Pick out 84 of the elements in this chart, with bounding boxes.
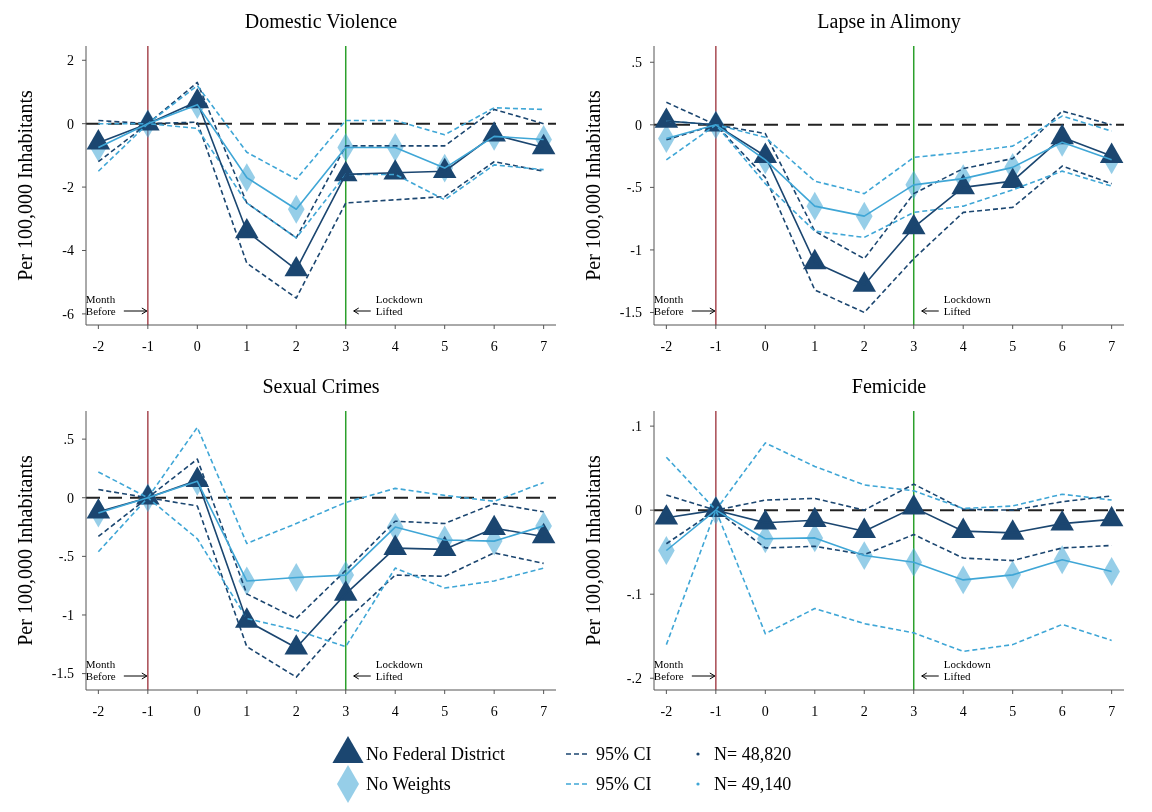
legend-label: No Weights <box>366 774 451 795</box>
x-tick-label: 3 <box>342 704 350 719</box>
point <box>333 580 358 601</box>
y-tick-label: .1 <box>631 419 642 435</box>
x-tick-label: 4 <box>391 339 399 354</box>
x-tick-label: 0 <box>761 339 769 354</box>
point <box>284 634 309 655</box>
y-tick-label: .5 <box>631 55 642 71</box>
y-tick-label: -2 <box>62 179 74 195</box>
y-tick-label: -6 <box>62 306 74 322</box>
ref-line-label: Month Before <box>85 658 116 682</box>
legend-label: No Federal District <box>366 744 505 765</box>
text: N= 49,140 <box>714 774 792 795</box>
x-tick-label: 0 <box>193 704 201 719</box>
x-tick-label: 7 <box>540 704 548 719</box>
x-tick-label: 5 <box>1009 704 1017 719</box>
legend-label: 95% CI <box>596 744 652 765</box>
ref-line-label: Month Before <box>85 293 116 317</box>
y-tick-label: 0 <box>67 490 74 506</box>
y-tick-label: -1 <box>62 607 74 623</box>
chart-title: Domestic Violence <box>244 10 398 32</box>
x-tick-label: -1 <box>142 704 154 719</box>
ref-line-label: Lockdown Lifted <box>375 293 424 317</box>
x-tick-label: 6 <box>1058 704 1066 719</box>
x-tick-label: 4 <box>959 339 967 354</box>
chart-title: Lapse in Alimony <box>817 10 961 33</box>
x-tick-label: 6 <box>1058 339 1066 354</box>
x-tick-label: 1 <box>243 704 251 719</box>
y-axis-title: Per 100,000 Inhabitants <box>582 90 604 281</box>
ref-line-label: Lockdown Lifted <box>943 658 992 682</box>
y-tick-label: -1.5 <box>619 305 642 321</box>
x-tick-label: 4 <box>391 704 399 719</box>
x-tick-label: 5 <box>1009 339 1017 354</box>
x-tick-label: 3 <box>910 339 918 354</box>
chart-title: Femicide <box>851 375 927 397</box>
y-tick-label: -.5 <box>626 180 642 196</box>
text: N= 48,820 <box>714 744 792 765</box>
x-tick-label: 2 <box>292 704 300 719</box>
x-tick-label: 7 <box>1108 339 1116 354</box>
legend-label: 95% CI <box>596 774 652 795</box>
x-tick-label: 0 <box>761 704 769 719</box>
y-tick-label: -.1 <box>626 587 642 603</box>
x-tick-label: 5 <box>441 339 449 354</box>
x-tick-label: -1 <box>142 339 154 354</box>
x-tick-label: 7 <box>1108 704 1116 719</box>
x-tick-label: 7 <box>540 339 548 354</box>
y-tick-label: 0 <box>635 503 642 519</box>
x-tick-label: -1 <box>710 704 722 719</box>
x-tick-label: 6 <box>490 704 498 719</box>
x-tick-label: 1 <box>811 704 819 719</box>
x-tick-label: -2 <box>92 339 105 354</box>
point <box>852 271 877 292</box>
y-tick-label: 2 <box>67 53 74 69</box>
x-tick-label: 4 <box>959 704 967 719</box>
x-tick-label: 3 <box>910 704 918 719</box>
ref-line-label: Lockdown Lifted <box>375 658 424 682</box>
x-tick-label: -1 <box>710 339 722 354</box>
y-axis-title: Per 100,000 Inhabitants <box>582 455 604 646</box>
y-tick-label: -.5 <box>58 549 74 565</box>
x-tick-label: 5 <box>441 704 449 719</box>
y-tick-label: 0 <box>67 116 74 132</box>
x-tick-label: -2 <box>92 704 105 719</box>
x-tick-label: -2 <box>660 704 673 719</box>
y-tick-label: -1.5 <box>51 666 74 682</box>
ref-line-label: Month Before <box>653 293 684 317</box>
y-tick-label: -.2 <box>626 671 642 687</box>
x-tick-label: 2 <box>292 339 300 354</box>
ref-line-label: Month Before <box>653 658 684 682</box>
y-tick-label: 0 <box>635 117 642 133</box>
x-tick-label: 2 <box>860 704 868 719</box>
y-tick-label: -1 <box>630 242 642 258</box>
chart-title: Sexual Crimes <box>262 375 380 397</box>
y-tick-label: .5 <box>63 432 74 448</box>
x-tick-label: -2 <box>660 339 673 354</box>
x-tick-label: 1 <box>243 339 251 354</box>
x-tick-label: 6 <box>490 339 498 354</box>
x-tick-label: 3 <box>342 339 350 354</box>
x-tick-label: 0 <box>193 339 201 354</box>
y-axis-title: Per 100,000 Inhabitants <box>14 455 36 646</box>
ref-line-label: Lockdown Lifted <box>943 293 992 317</box>
y-axis-title: Per 100,000 Inhabitants <box>14 90 36 281</box>
x-tick-label: 1 <box>811 339 819 354</box>
y-tick-label: -4 <box>62 243 74 259</box>
x-tick-label: 2 <box>860 339 868 354</box>
